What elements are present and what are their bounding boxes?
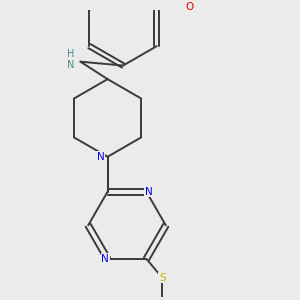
Text: N: N bbox=[97, 152, 104, 162]
Text: H
N: H N bbox=[67, 49, 74, 70]
Text: N: N bbox=[145, 187, 153, 197]
Text: N: N bbox=[101, 254, 109, 264]
Text: S: S bbox=[159, 273, 166, 283]
Text: O: O bbox=[185, 2, 194, 12]
